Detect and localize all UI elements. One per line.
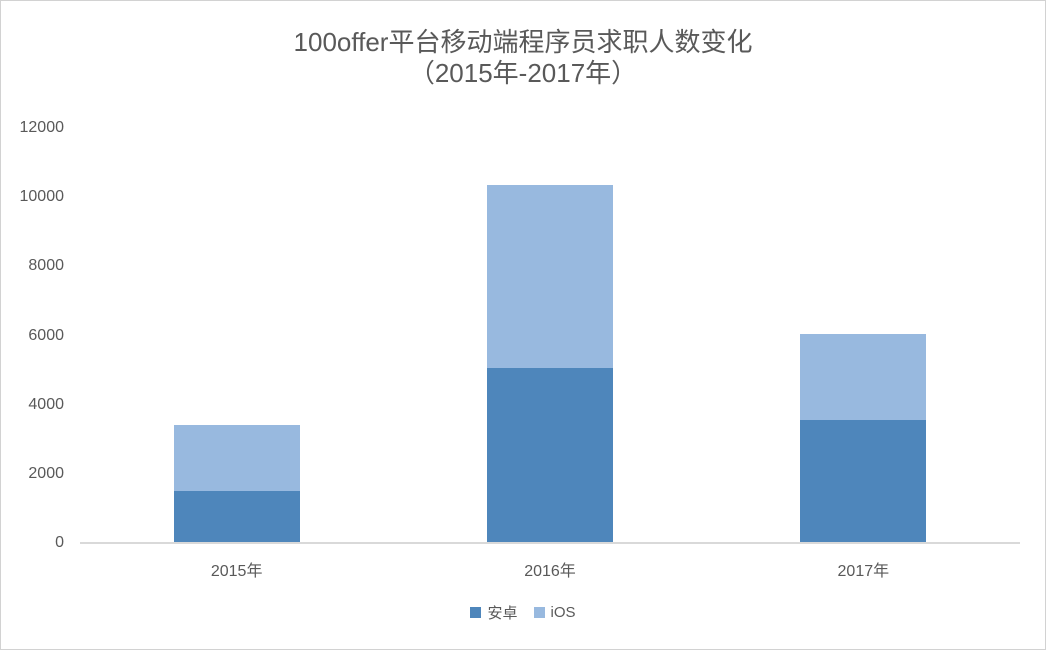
chart-title: 100offer平台移动端程序员求职人数变化 （2015年-2017年） xyxy=(1,27,1045,89)
chart-title-line2: （2015年-2017年） xyxy=(408,58,638,88)
x-axis-line xyxy=(80,542,1020,544)
bar-2016-android xyxy=(487,368,613,543)
legend-swatch-android xyxy=(470,607,482,618)
bar-2015-ios xyxy=(173,425,300,492)
y-tick-label-4000: 4000 xyxy=(28,395,64,413)
bar-2015-android xyxy=(173,491,300,543)
x-axis: 2015年 2016年 2017年 xyxy=(80,557,1020,580)
plot-area xyxy=(80,128,1020,543)
y-tick-label-12000: 12000 xyxy=(19,119,65,136)
legend-item-android: 安卓 xyxy=(470,602,518,623)
bar-2017-ios xyxy=(800,333,927,421)
bar-2017-android xyxy=(800,420,927,543)
y-tick-label-6000: 6000 xyxy=(28,326,64,344)
bar-2016-ios xyxy=(487,185,613,369)
y-tick-label-8000: 8000 xyxy=(28,257,64,275)
legend-label-ios: iOS xyxy=(550,604,576,621)
y-tick-label-10000: 10000 xyxy=(19,188,65,206)
chart-title-line1: 100offer平台移动端程序员求职人数变化 xyxy=(293,27,753,57)
x-tick-label-2016: 2016年 xyxy=(524,563,576,580)
legend-swatch-ios xyxy=(533,607,545,618)
legend: 安卓 iOS xyxy=(1,602,1045,623)
x-tick-label-2017: 2017年 xyxy=(837,563,890,580)
legend-label-android: 安卓 xyxy=(487,605,518,622)
x-tick-label-2015: 2015年 xyxy=(210,563,263,580)
legend-item-ios: iOS xyxy=(533,604,576,621)
y-tick-label-0: 0 xyxy=(55,534,64,551)
y-axis: 0 2000 4000 6000 8000 10000 12000 xyxy=(1,1,65,649)
y-tick-label-2000: 2000 xyxy=(28,464,64,482)
